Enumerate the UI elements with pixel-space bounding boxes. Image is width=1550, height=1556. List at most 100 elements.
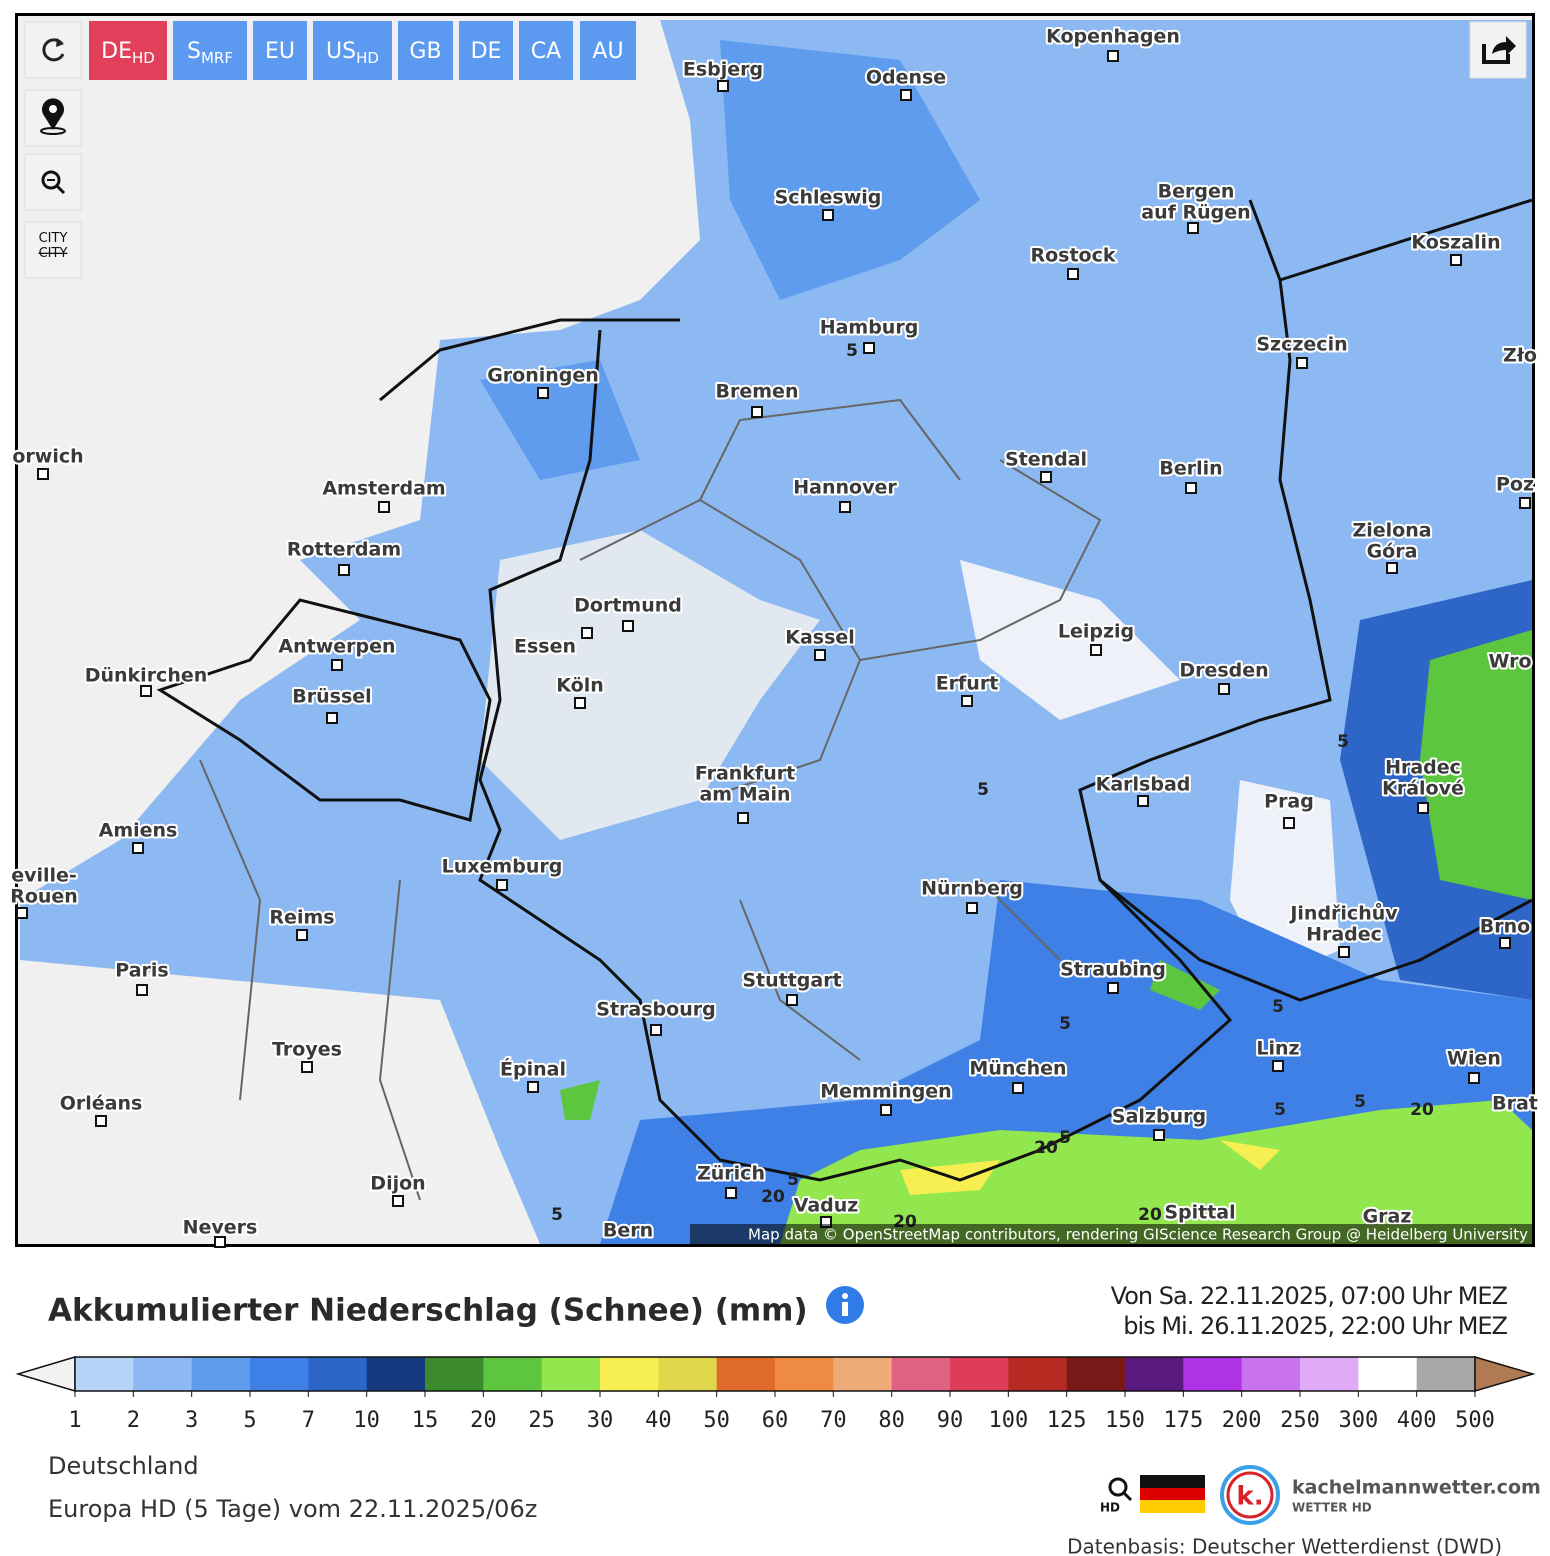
contour-label: 5: [1059, 1128, 1071, 1148]
info-button[interactable]: [826, 1286, 864, 1324]
city-label: Linz: [1256, 1038, 1299, 1060]
colorbar-segment: [600, 1357, 659, 1391]
city: Kopenhagen: [1044, 24, 1182, 62]
colorbar-tick-label: 300: [1338, 1408, 1378, 1433]
model-button-text: USHD: [326, 39, 379, 67]
city-marker: [214, 1236, 226, 1248]
period-to: bis Mi. 26.11.2025, 22:00 Uhr MEZ: [1123, 1312, 1507, 1340]
colorbar-above: [1474, 1355, 1536, 1393]
zoom-out-button[interactable]: [24, 153, 82, 211]
model-sub: HD: [132, 49, 155, 67]
regions: [199, 398, 1102, 1201]
city: Dünkirchen: [83, 663, 209, 697]
city: Nevers: [181, 1215, 259, 1248]
colorbar-tick-label: 50: [703, 1408, 730, 1433]
city-label: Nevers: [183, 1217, 258, 1239]
reload-button[interactable]: [24, 21, 82, 79]
model-button[interactable]: CA: [519, 21, 573, 80]
city-marker: [1185, 482, 1197, 494]
colorbar-segment: [1008, 1357, 1068, 1391]
city: Köln: [554, 673, 606, 709]
city: Memmingen: [818, 1079, 954, 1116]
city-marker: [966, 902, 978, 914]
colorbar-segment: [250, 1357, 309, 1391]
city-label: Spittal: [1164, 1202, 1235, 1224]
model-button[interactable]: GB: [398, 21, 453, 80]
city-label: Brno: [1480, 916, 1530, 938]
city: Schleswig: [773, 185, 883, 221]
precip-area: [480, 360, 640, 480]
city-marker: [622, 620, 634, 632]
city-toggle-button[interactable]: CITY CITY: [24, 221, 82, 279]
location-button[interactable]: [24, 89, 82, 147]
city-label: Leipzig: [1058, 621, 1134, 643]
city: orwich: [10, 444, 86, 480]
city: eville-Rouen: [8, 863, 80, 919]
city: Zło: [1501, 343, 1539, 369]
city-marker: [136, 984, 148, 996]
city-marker: [880, 1104, 892, 1116]
city-marker: [650, 1024, 662, 1036]
dry-area: [960, 560, 1180, 720]
city-label: Berlin: [1159, 458, 1222, 480]
city-label: eville-: [11, 865, 77, 887]
city-label: Amiens: [99, 820, 178, 842]
city-marker: [378, 501, 390, 513]
colorbar-tick-label: 150: [1105, 1408, 1145, 1433]
city-label: Dünkirchen: [85, 665, 208, 687]
model-button-text: DE: [471, 39, 502, 64]
city-label: Rotterdam: [287, 539, 401, 561]
model-button[interactable]: EU: [253, 21, 307, 80]
city: Stendal: [1003, 447, 1089, 483]
city-label: Zielona: [1352, 520, 1431, 542]
colorbar-tick-label: 10: [353, 1408, 380, 1433]
city-label: Köln: [556, 675, 603, 697]
colorbar-segment: [950, 1357, 1009, 1391]
city-label: Brüssel: [292, 686, 371, 708]
model-button-text: CA: [531, 39, 561, 64]
map[interactable]: [18, 16, 1532, 1244]
city: Groningen: [485, 363, 601, 399]
model-button-text: AU: [592, 39, 623, 64]
city-marker: [1283, 817, 1295, 829]
city: München: [967, 1056, 1069, 1094]
hd-label: HD: [1100, 1501, 1120, 1515]
model-button[interactable]: USHD: [313, 21, 392, 80]
city-marker: [326, 712, 338, 724]
colorbar-tick-label: 60: [762, 1408, 789, 1433]
city-label: Strasbourg: [596, 999, 715, 1021]
model-label: GB: [409, 39, 441, 64]
model-label: S: [187, 39, 201, 64]
city: Troyes: [270, 1037, 344, 1073]
city: Dortmund: [572, 593, 684, 632]
city: Bremen: [714, 379, 800, 418]
colorbar-segment: [891, 1357, 951, 1391]
city: Poz: [1494, 472, 1536, 509]
colorbar-tick-label: 200: [1222, 1408, 1262, 1433]
model-label: CA: [531, 39, 561, 64]
model-button[interactable]: AU: [580, 21, 636, 80]
city-label: Góra: [1367, 541, 1418, 563]
model-button-bg: [313, 21, 392, 80]
region: Deutschland: [48, 1452, 199, 1480]
city-marker: [1107, 982, 1119, 994]
model-button-bg: [398, 21, 453, 80]
colorbar-tick-label: 20: [470, 1408, 497, 1433]
city-marker: [392, 1195, 404, 1207]
city: Amiens: [97, 818, 179, 854]
colorbar-tick-label: 125: [1047, 1408, 1087, 1433]
share-button[interactable]: [1469, 21, 1527, 79]
model-button[interactable]: SMRF: [173, 21, 247, 80]
model-sub: HD: [356, 49, 379, 67]
model-button[interactable]: DE: [459, 21, 513, 80]
city-label: CITY: [39, 246, 68, 261]
city-label: Poz: [1496, 474, 1534, 496]
city-marker: [1272, 1060, 1284, 1072]
model-label: DE: [101, 39, 132, 64]
model-button[interactable]: DEHD: [89, 21, 167, 80]
city-label: Hamburg: [820, 317, 919, 339]
city-label: Memmingen: [820, 1081, 951, 1103]
city-label: Zürich: [697, 1163, 765, 1185]
